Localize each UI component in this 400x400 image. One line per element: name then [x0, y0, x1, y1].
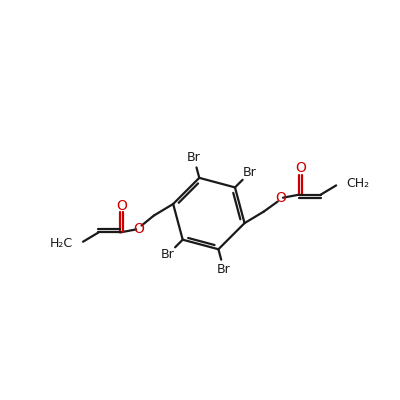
Text: Br: Br [187, 151, 201, 164]
Text: Br: Br [161, 248, 175, 261]
Text: Br: Br [243, 166, 256, 179]
Text: O: O [133, 222, 144, 236]
Text: Br: Br [217, 263, 231, 276]
Text: CH₂: CH₂ [346, 177, 369, 190]
Text: O: O [116, 199, 127, 213]
Text: O: O [275, 191, 286, 205]
Text: H₂C: H₂C [50, 237, 73, 250]
Text: O: O [295, 162, 306, 176]
